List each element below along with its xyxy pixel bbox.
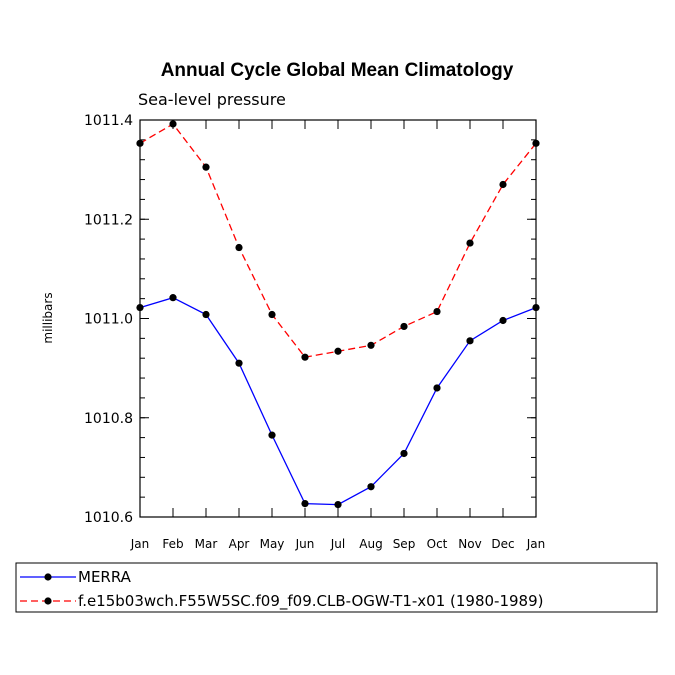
y-axis-label: millibars [41, 292, 55, 343]
data-point-s1-5 [301, 353, 309, 361]
x-tick-label: Dec [491, 537, 514, 551]
data-point-s0-9 [433, 384, 441, 392]
data-point-s1-2 [202, 163, 210, 171]
x-tick-label: Sep [393, 537, 416, 551]
chart-subtitle: Sea-level pressure [138, 90, 286, 109]
x-tick-label: Feb [162, 537, 183, 551]
x-tick-label: Jun [295, 537, 315, 551]
data-point-s1-10 [466, 239, 474, 247]
data-point-s1-6 [334, 347, 342, 355]
data-point-s0-11 [499, 316, 507, 325]
data-point-s1-4 [268, 310, 276, 319]
data-point-s0-1 [169, 294, 177, 302]
legend-marker-model [44, 597, 52, 605]
axis-ticks [139, 119, 537, 518]
data-point-s0-0 [136, 303, 144, 312]
legend-label-model: f.e15b03wch.F55W5SC.f09_f09.CLB-OGW-T1-x… [78, 592, 543, 611]
x-tick-label: Jan [526, 537, 546, 551]
y-tick-label: 1011.2 [84, 212, 133, 228]
data-point-s0-4 [268, 431, 276, 439]
data-point-s1-8 [400, 322, 408, 331]
x-tick-labels: Jan Feb Mar Apr May Jun Jul Aug Sep Oct Nov Dec Jan [130, 537, 546, 551]
data-point-s0-8 [400, 449, 408, 458]
series-line-1 [139, 123, 537, 358]
data-point-s0-7 [367, 483, 375, 491]
legend-label-merra: MERRA [78, 568, 132, 586]
legend-item-merra: MERRA [20, 568, 132, 586]
x-tick-label: May [260, 537, 285, 551]
y-tick-labels: 1010.6 1010.8 1011.0 1011.2 1011.4 [84, 113, 133, 526]
x-tick-label: Mar [195, 537, 218, 551]
series-line-0 [139, 297, 537, 506]
data-point-s1-3 [235, 243, 243, 252]
data-point-s1-7 [367, 341, 375, 349]
x-tick-label: Jan [130, 537, 150, 551]
data-point-s0-10 [466, 337, 474, 345]
data-point-s0-6 [334, 500, 342, 509]
legend-item-model: f.e15b03wch.F55W5SC.f09_f09.CLB-OGW-T1-x… [20, 592, 543, 611]
data-point-s0-2 [202, 310, 210, 319]
data-point-s1-11 [499, 180, 507, 189]
data-point-s1-0 [136, 139, 144, 147]
y-tick-label: 1010.8 [84, 411, 133, 427]
legend-marker-merra [44, 573, 52, 581]
data-point-s0-3 [235, 359, 243, 367]
data-point-s0-5 [301, 500, 309, 508]
chart-title: Annual Cycle Global Mean Climatology [161, 60, 514, 81]
y-tick-label: 1011.0 [84, 312, 133, 328]
x-tick-label: Aug [359, 537, 382, 551]
data-point-s1-1 [169, 120, 177, 128]
y-tick-label: 1010.6 [84, 510, 133, 526]
series-layer [136, 120, 540, 509]
x-tick-label: Jul [330, 537, 345, 551]
x-tick-label: Oct [427, 537, 448, 551]
x-tick-label: Nov [458, 537, 481, 551]
data-point-s1-12 [532, 139, 540, 147]
data-point-s0-12 [532, 303, 540, 312]
legend-box [15, 562, 658, 613]
plot-frame [139, 119, 537, 518]
data-point-s1-9 [433, 307, 441, 316]
y-tick-label: 1011.4 [84, 113, 133, 129]
x-tick-label: Apr [229, 537, 250, 551]
